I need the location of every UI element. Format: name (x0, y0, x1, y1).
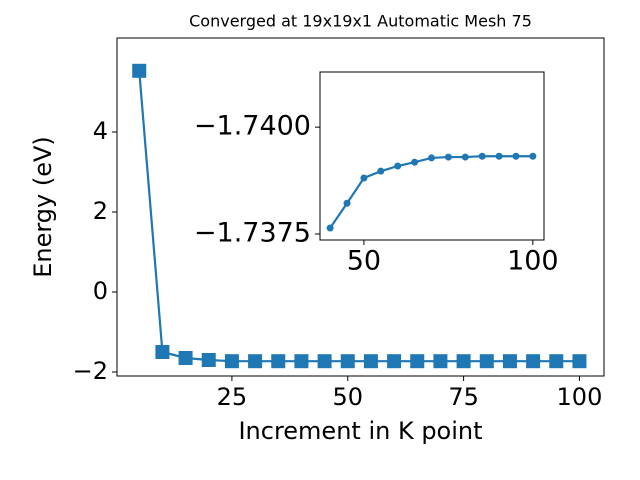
marker (512, 152, 520, 160)
marker (360, 174, 368, 182)
y-tick-label: −1.7400 (194, 111, 311, 142)
marker (340, 354, 355, 369)
y-axis-label: Energy (eV) (29, 136, 57, 278)
marker (201, 353, 216, 367)
chart-title: Converged at 19x19x1 Automatic Mesh 75 (189, 12, 532, 31)
x-tick-label: 100 (557, 383, 603, 411)
x-tick-label: 100 (507, 246, 559, 277)
marker (461, 153, 469, 161)
marker (271, 354, 286, 369)
marker (132, 63, 147, 78)
y-tick-label: 0 (93, 277, 108, 305)
marker (427, 154, 435, 162)
marker (456, 354, 471, 369)
marker (529, 152, 537, 160)
marker (387, 354, 402, 369)
marker (155, 345, 170, 359)
marker (478, 152, 486, 160)
marker (433, 354, 448, 369)
marker (294, 354, 309, 369)
marker (326, 224, 334, 232)
marker (224, 354, 239, 369)
marker (444, 153, 452, 161)
x-axis-label: Increment in K point (238, 417, 482, 445)
marker (248, 354, 263, 369)
marker (343, 199, 351, 207)
marker (411, 158, 419, 166)
x-tick-label: 75 (448, 383, 479, 411)
marker (549, 354, 564, 369)
y-tick-label: −1.7375 (194, 218, 311, 249)
marker (526, 354, 541, 369)
x-tick-label: 25 (217, 383, 248, 411)
x-tick-label: 50 (347, 246, 381, 277)
marker (363, 354, 378, 369)
marker (410, 354, 425, 369)
marker (502, 354, 517, 369)
marker (572, 354, 587, 369)
marker (495, 152, 503, 160)
marker (394, 162, 402, 170)
marker (317, 354, 332, 369)
y-tick-label: 2 (93, 197, 108, 225)
y-tick-label: −2 (73, 357, 108, 385)
marker (479, 354, 494, 369)
marker (178, 351, 193, 365)
y-tick-label: 4 (93, 117, 108, 145)
x-tick-label: 50 (332, 383, 363, 411)
marker (377, 167, 385, 175)
